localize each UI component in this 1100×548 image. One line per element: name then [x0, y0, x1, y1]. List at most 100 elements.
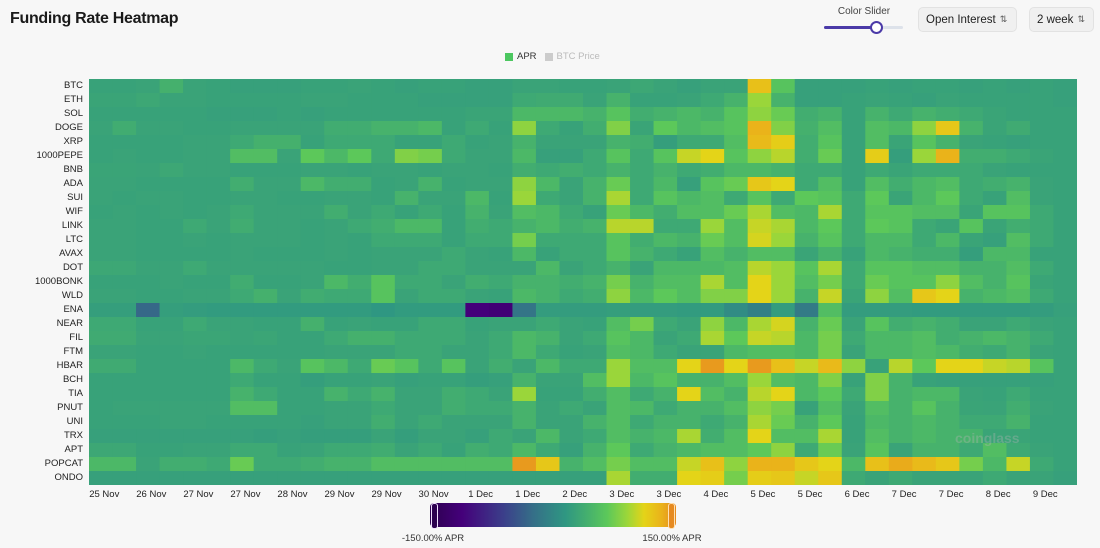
- heatmap-cell[interactable]: [89, 471, 114, 485]
- heatmap-cell[interactable]: [488, 345, 513, 360]
- heatmap-cell[interactable]: [277, 79, 302, 94]
- heatmap-cell[interactable]: [300, 415, 325, 430]
- heatmap-cell[interactable]: [794, 135, 819, 150]
- heatmap-cell[interactable]: [371, 93, 396, 108]
- heatmap-cell[interactable]: [724, 415, 749, 430]
- heatmap-cell[interactable]: [277, 149, 302, 164]
- heatmap-cell[interactable]: [747, 429, 772, 444]
- heatmap-cell[interactable]: [183, 415, 208, 430]
- heatmap-cell[interactable]: [136, 303, 161, 318]
- heatmap-cell[interactable]: [841, 471, 866, 485]
- heatmap-cell[interactable]: [230, 149, 255, 164]
- heatmap-cell[interactable]: [512, 177, 537, 192]
- heatmap-cell[interactable]: [912, 205, 937, 220]
- heatmap-cell[interactable]: [277, 289, 302, 304]
- heatmap-cell[interactable]: [324, 345, 349, 360]
- heatmap-cell[interactable]: [982, 107, 1007, 122]
- heatmap-cell[interactable]: [418, 443, 443, 458]
- heatmap-cell[interactable]: [935, 177, 960, 192]
- heatmap-cell[interactable]: [818, 429, 843, 444]
- heatmap-cell[interactable]: [535, 331, 560, 346]
- heatmap-cell[interactable]: [1053, 177, 1077, 192]
- heatmap-cell[interactable]: [630, 93, 655, 108]
- heatmap-cell[interactable]: [89, 191, 114, 206]
- heatmap-cell[interactable]: [606, 275, 631, 290]
- heatmap-cell[interactable]: [606, 205, 631, 220]
- heatmap-cell[interactable]: [888, 79, 913, 94]
- heatmap-cell[interactable]: [912, 415, 937, 430]
- heatmap-cell[interactable]: [771, 135, 796, 150]
- heatmap-cell[interactable]: [465, 345, 490, 360]
- heatmap-cell[interactable]: [535, 373, 560, 388]
- heatmap-cell[interactable]: [89, 149, 114, 164]
- heatmap-cell[interactable]: [630, 219, 655, 234]
- heatmap-cell[interactable]: [982, 373, 1007, 388]
- heatmap-cell[interactable]: [888, 401, 913, 416]
- heatmap-cell[interactable]: [324, 303, 349, 318]
- heatmap-cell[interactable]: [912, 261, 937, 276]
- heatmap-cell[interactable]: [583, 191, 608, 206]
- heatmap-cell[interactable]: [818, 247, 843, 262]
- heatmap-cell[interactable]: [935, 205, 960, 220]
- heatmap-cell[interactable]: [1029, 275, 1054, 290]
- heatmap-cell[interactable]: [183, 233, 208, 248]
- heatmap-cell[interactable]: [1006, 429, 1031, 444]
- heatmap-cell[interactable]: [559, 163, 584, 178]
- heatmap-cell[interactable]: [253, 345, 278, 360]
- heatmap-cell[interactable]: [300, 457, 325, 472]
- heatmap-cell[interactable]: [159, 219, 184, 234]
- heatmap-cell[interactable]: [606, 401, 631, 416]
- heatmap-cell[interactable]: [583, 93, 608, 108]
- heatmap-cell[interactable]: [159, 401, 184, 416]
- heatmap-cell[interactable]: [559, 121, 584, 136]
- heatmap-cell[interactable]: [771, 289, 796, 304]
- heatmap-cell[interactable]: [630, 177, 655, 192]
- heatmap-cell[interactable]: [112, 247, 137, 262]
- heatmap-cell[interactable]: [535, 443, 560, 458]
- heatmap-cell[interactable]: [771, 233, 796, 248]
- heatmap-cell[interactable]: [724, 121, 749, 136]
- heatmap-cell[interactable]: [630, 247, 655, 262]
- heatmap-cell[interactable]: [818, 289, 843, 304]
- heatmap-cell[interactable]: [394, 107, 419, 122]
- heatmap-cell[interactable]: [465, 247, 490, 262]
- heatmap-cell[interactable]: [888, 359, 913, 374]
- heatmap-cell[interactable]: [606, 457, 631, 472]
- heatmap-cell[interactable]: [465, 387, 490, 402]
- heatmap-cell[interactable]: [347, 303, 372, 318]
- heatmap-cell[interactable]: [512, 331, 537, 346]
- heatmap-cell[interactable]: [677, 345, 702, 360]
- heatmap-cell[interactable]: [677, 317, 702, 332]
- heatmap-cell[interactable]: [277, 261, 302, 276]
- heatmap-cell[interactable]: [112, 387, 137, 402]
- heatmap-cell[interactable]: [794, 429, 819, 444]
- heatmap-cell[interactable]: [300, 373, 325, 388]
- heatmap-cell[interactable]: [347, 275, 372, 290]
- heatmap-cell[interactable]: [982, 331, 1007, 346]
- heatmap-cell[interactable]: [818, 261, 843, 276]
- heatmap-cell[interactable]: [653, 191, 678, 206]
- heatmap-cell[interactable]: [1053, 191, 1077, 206]
- heatmap-cell[interactable]: [935, 219, 960, 234]
- heatmap-cell[interactable]: [112, 219, 137, 234]
- heatmap-cell[interactable]: [394, 79, 419, 94]
- heatmap-cell[interactable]: [253, 149, 278, 164]
- heatmap-cell[interactable]: [724, 177, 749, 192]
- heatmap-cell[interactable]: [865, 135, 890, 150]
- heatmap-cell[interactable]: [677, 261, 702, 276]
- heatmap-cell[interactable]: [441, 443, 466, 458]
- heatmap-cell[interactable]: [300, 275, 325, 290]
- heatmap-cell[interactable]: [818, 471, 843, 485]
- heatmap-cell[interactable]: [888, 93, 913, 108]
- heatmap-cell[interactable]: [771, 121, 796, 136]
- heatmap-cell[interactable]: [888, 149, 913, 164]
- heatmap-cell[interactable]: [841, 93, 866, 108]
- heatmap-cell[interactable]: [535, 345, 560, 360]
- heatmap-cell[interactable]: [747, 359, 772, 374]
- heatmap-cell[interactable]: [583, 275, 608, 290]
- heatmap-cell[interactable]: [677, 303, 702, 318]
- heatmap-cell[interactable]: [794, 345, 819, 360]
- heatmap-cell[interactable]: [535, 149, 560, 164]
- heatmap-cell[interactable]: [183, 107, 208, 122]
- heatmap-cell[interactable]: [724, 107, 749, 122]
